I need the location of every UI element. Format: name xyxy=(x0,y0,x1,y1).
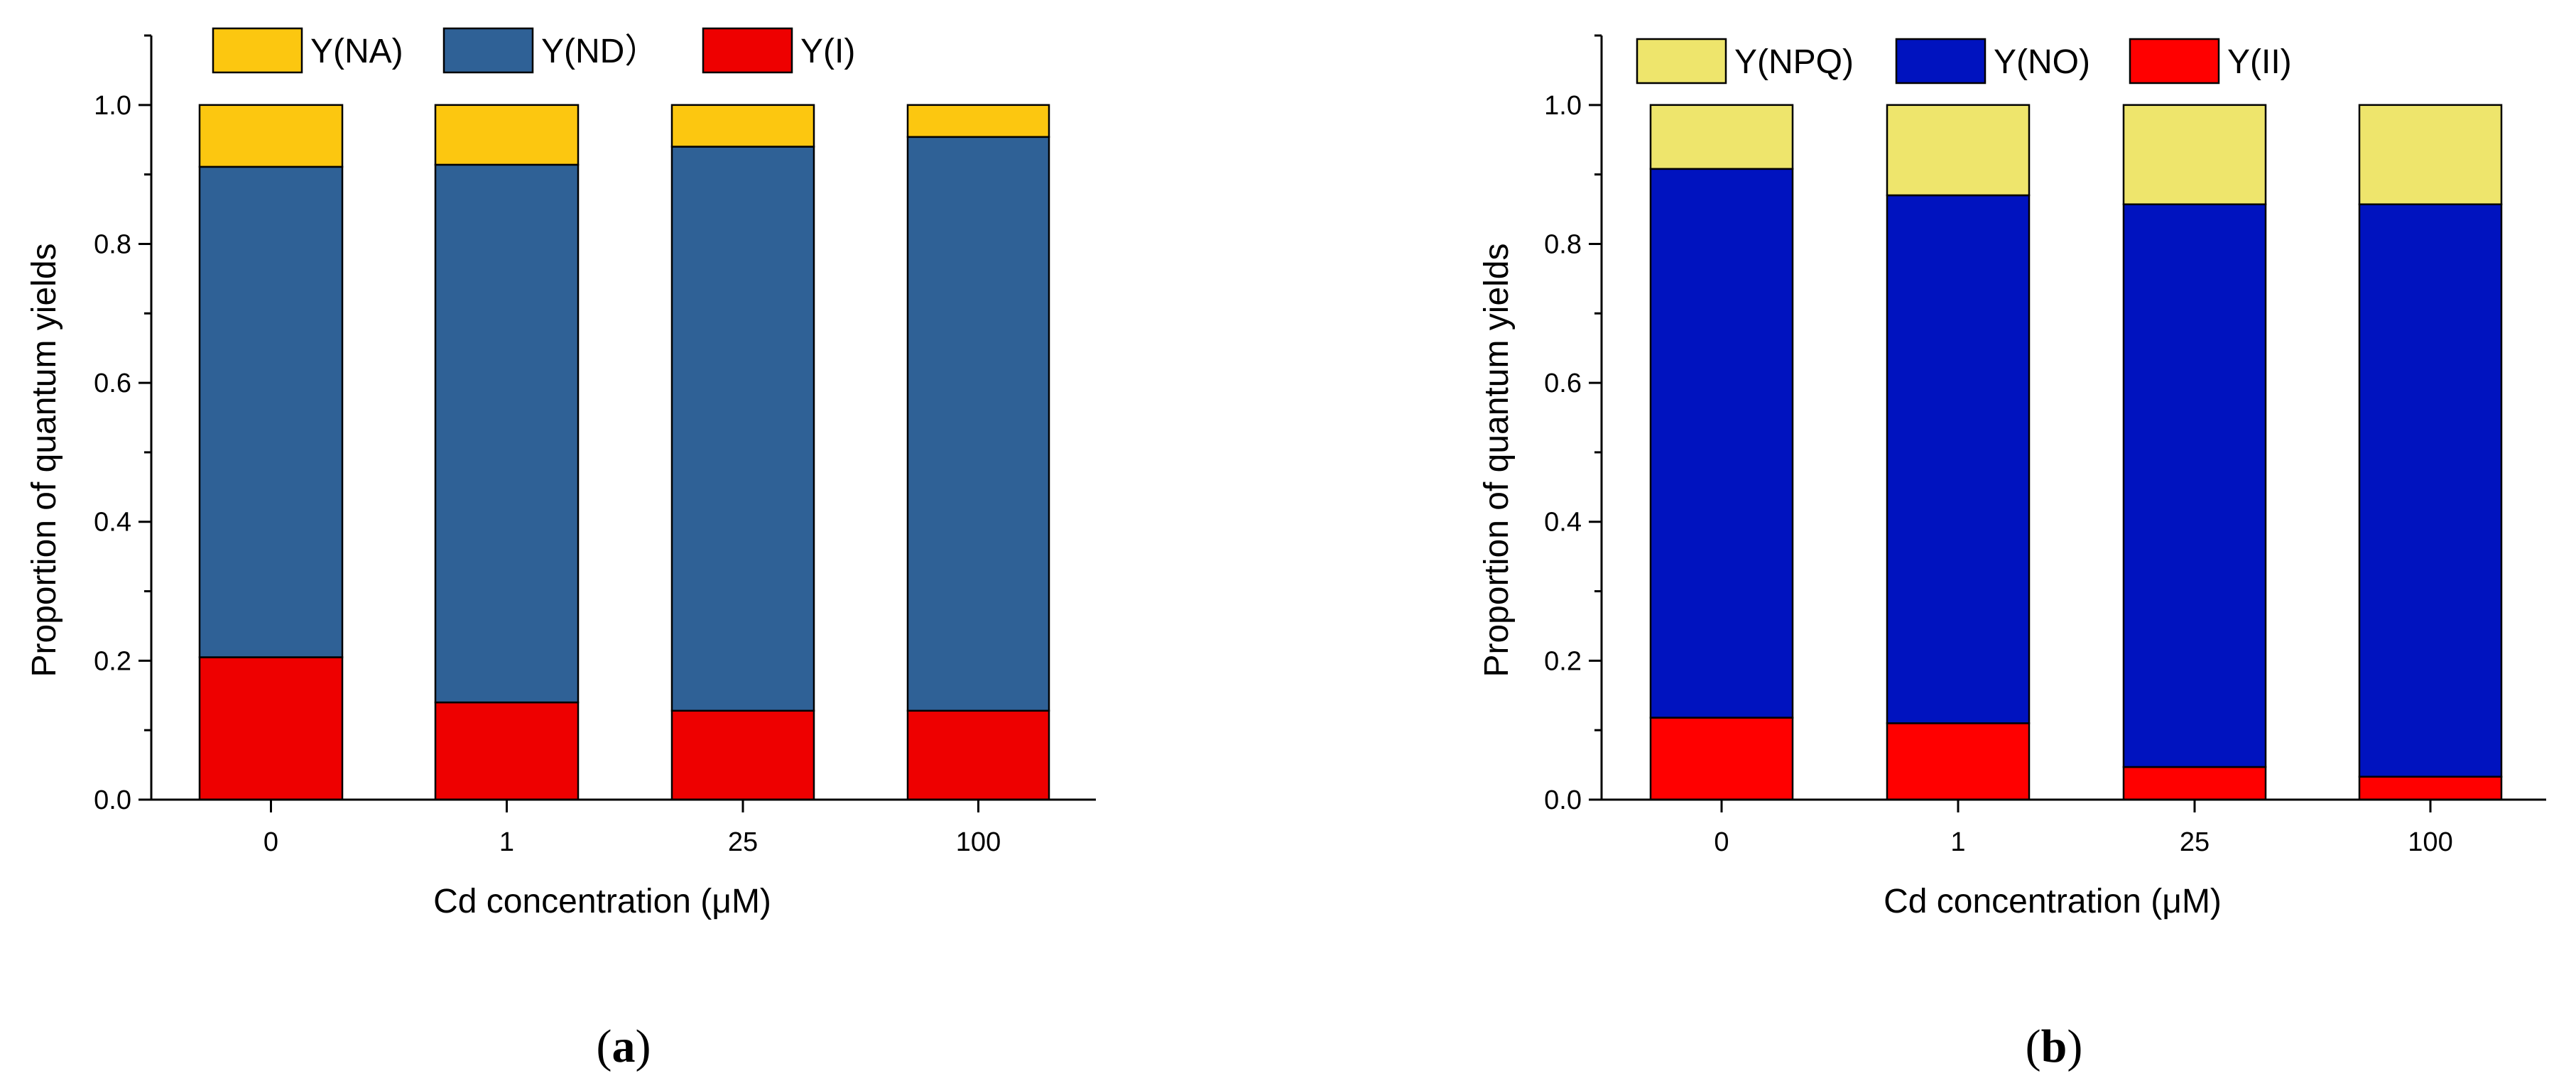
bar-segment-yi-1 xyxy=(434,701,580,801)
bar-segment-yna-100 xyxy=(906,104,1050,138)
legend-swatch-yna xyxy=(212,27,303,74)
bar-segment-ynpq-1 xyxy=(1886,104,2031,197)
x-tick-label: 25 xyxy=(2180,827,2210,857)
y-tick-label: 0.0 xyxy=(94,785,131,815)
y-tick-label: 0.2 xyxy=(94,646,131,676)
bar-segment-ynpq-100 xyxy=(2358,104,2503,205)
bar-segment-ynd-100 xyxy=(906,136,1050,712)
x-tick-label: 100 xyxy=(2408,827,2452,857)
bar-segment-yna-1 xyxy=(434,104,580,166)
y-tick-label: 1.0 xyxy=(1544,91,1582,121)
legend-label: Y(II) xyxy=(2227,43,2292,81)
y-tick-label: 0.0 xyxy=(1544,785,1582,815)
y-tick-label: 0.2 xyxy=(1544,646,1582,676)
bar-segment-yna-25 xyxy=(670,104,815,148)
chart-panel-b: 0 1 25 100 0.0 0.2 0.4 0.6 0.8 1.0 Proportion of q… xyxy=(1478,34,2546,1072)
x-axis-title: Cd concentration (μM) xyxy=(433,883,771,920)
bar-segment-yii-25 xyxy=(2122,766,2267,801)
y-axis-title: Proportion of quantum yields xyxy=(26,243,63,677)
bar-segment-yno-0 xyxy=(1649,168,1794,719)
legend: Y(NPQ) Y(NO) Y(II) xyxy=(1636,38,2292,85)
bar-segment-ynd-1 xyxy=(434,163,580,704)
bar-segment-yii-100 xyxy=(2358,775,2503,801)
y-tick-label: 0.8 xyxy=(1544,229,1582,259)
x-tick-label: 25 xyxy=(728,827,758,857)
panel-label: (b) xyxy=(2026,1021,2083,1072)
legend-label: Y(ND） xyxy=(541,33,658,70)
legend-swatch-yii xyxy=(2129,38,2220,85)
bar-segment-ynpq-0 xyxy=(1649,104,1794,170)
legend-label: Y(I) xyxy=(800,33,855,70)
x-tick-label: 1 xyxy=(1950,827,1965,857)
panel-label: (a) xyxy=(597,1021,651,1072)
y-tick-label: 0.8 xyxy=(94,229,131,259)
y-axis-title: Proportion of quantum yields xyxy=(1478,243,1516,677)
legend-label: Y(NO) xyxy=(1994,43,2090,81)
legend-swatch-ynd xyxy=(442,27,534,74)
legend-swatch-yi xyxy=(702,27,793,74)
y-tick-label: 0.6 xyxy=(94,369,131,398)
bar-segment-yna-0 xyxy=(198,104,344,168)
bar-segment-yi-100 xyxy=(906,709,1050,801)
y-tick-label: 0.6 xyxy=(1544,369,1582,398)
x-axis-title: Cd concentration (μM) xyxy=(1884,883,2222,920)
bar-segment-ynd-25 xyxy=(670,146,815,712)
chart-panel-a: 0 1 25 100 0.0 0.2 0.4 0.6 0.8 1.0 Proportion of q… xyxy=(26,27,1096,1072)
bar-segment-yno-1 xyxy=(1886,194,2031,724)
bar-segment-yno-100 xyxy=(2358,203,2503,778)
bar-segment-yi-25 xyxy=(670,709,815,801)
y-tick-label: 1.0 xyxy=(94,91,131,121)
x-tick-label: 0 xyxy=(263,827,278,857)
legend-label: Y(NA) xyxy=(310,33,403,70)
bar-segment-yii-1 xyxy=(1886,722,2031,801)
legend-swatch-yno xyxy=(1895,38,1987,85)
x-tick-label: 0 xyxy=(1714,827,1729,857)
bar-segment-yii-0 xyxy=(1649,717,1794,801)
legend: Y(NA) Y(ND） Y(I) xyxy=(212,27,855,74)
x-tick-label: 100 xyxy=(956,827,1001,857)
y-tick-label: 0.4 xyxy=(1544,508,1582,538)
x-tick-label: 1 xyxy=(499,827,514,857)
bar-segment-ynpq-25 xyxy=(2122,104,2267,205)
bar-segment-yi-0 xyxy=(198,656,344,801)
bar-segment-ynd-0 xyxy=(198,165,344,658)
y-tick-label: 0.4 xyxy=(94,508,131,538)
legend-swatch-ynpq xyxy=(1636,38,1727,85)
legend-label: Y(NPQ) xyxy=(1734,43,1854,81)
bar-segment-yno-25 xyxy=(2122,203,2267,768)
